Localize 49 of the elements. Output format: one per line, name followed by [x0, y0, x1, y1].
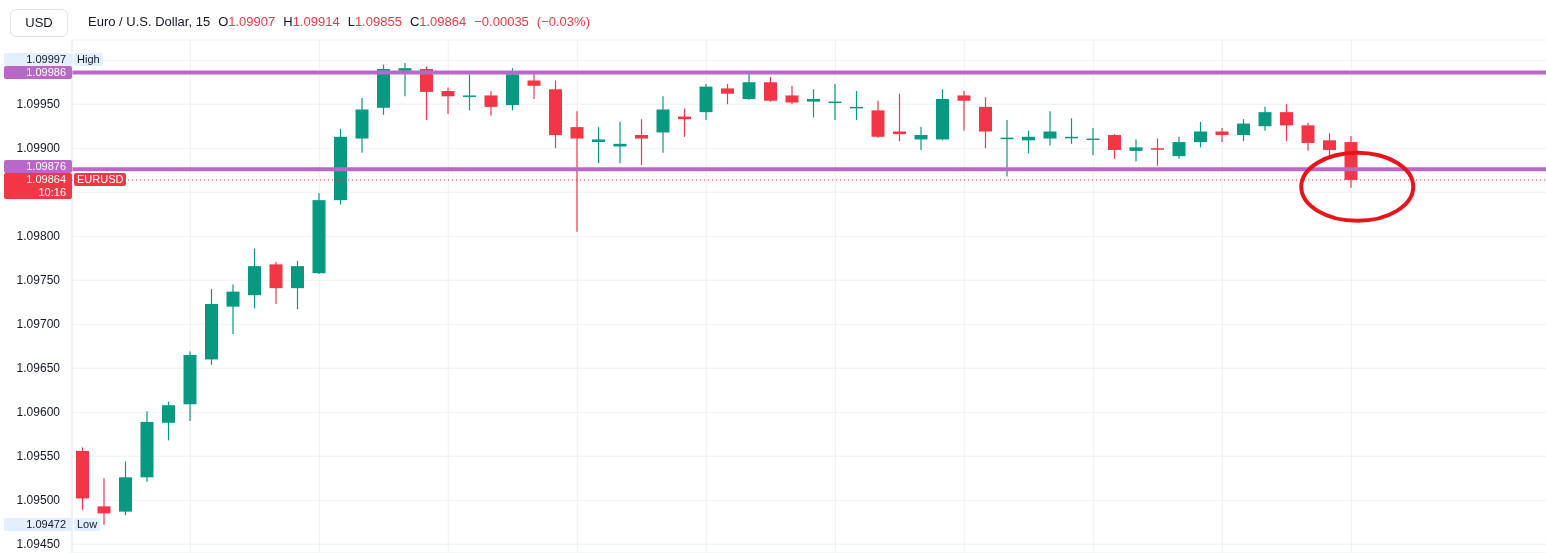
candlestick — [484, 90, 498, 117]
candlestick — [1108, 133, 1121, 160]
y-tick-label: 1.09600 — [16, 405, 61, 420]
candlestick — [269, 261, 283, 305]
ref-line-label: 1.09986 — [26, 66, 66, 79]
candlestick — [807, 88, 820, 119]
ref-line-label: 1.09876 — [26, 160, 66, 173]
candlestick — [957, 90, 971, 132]
candlestick — [635, 118, 648, 166]
candlestick — [785, 85, 799, 105]
candlestick — [1301, 122, 1315, 152]
candlestick — [463, 73, 476, 111]
candlestick — [742, 72, 756, 101]
candlestick — [721, 83, 734, 105]
text: O1.09907 H1.09914 L1.09855 C1.09864 −0.00035 (−0.03%) — [218, 14, 590, 29]
candlestick — [1194, 121, 1207, 148]
y-tick-label: 1.09750 — [16, 273, 61, 288]
chart-title: Euro / U.S. Dollar, 15 — [88, 14, 211, 29]
candlestick — [226, 284, 240, 335]
candlestick — [1151, 137, 1164, 167]
y-tick-label: 1.09650 — [16, 361, 61, 376]
y-tick-label: 1.09800 — [16, 229, 61, 244]
candlestick — [764, 76, 777, 103]
y-tick-label: 1.09900 — [16, 141, 61, 156]
y-tick-label: 1.09450 — [16, 537, 61, 552]
candlestick — [656, 95, 670, 154]
candlestick — [1280, 103, 1293, 142]
candlestick — [97, 477, 111, 526]
candlestick — [1237, 118, 1250, 142]
candlestick — [1172, 136, 1186, 160]
candlestick — [1043, 110, 1057, 147]
candlestick — [441, 86, 455, 115]
candlestick — [162, 401, 175, 441]
candlestick — [914, 126, 928, 151]
annotation: EURUSD — [77, 173, 124, 186]
candlestick — [592, 126, 605, 164]
candlestick — [1129, 138, 1143, 163]
ref-line-label: 1.09864 10:16 — [26, 173, 66, 199]
y-tick-label: 1.09550 — [16, 449, 61, 464]
candlestick — [1258, 106, 1272, 132]
candlestick — [398, 62, 412, 97]
candlestick — [1323, 132, 1336, 157]
candlestick — [291, 260, 304, 310]
y-axis-title: USD — [25, 15, 53, 30]
y-tick-label: 1.09500 — [16, 493, 61, 508]
y-tick-label: 1.09950 — [16, 97, 61, 112]
y-tick-label: 1.09700 — [16, 317, 61, 332]
annotation: 1.09472 Low — [26, 518, 98, 531]
annotation: 1.09997 High — [26, 53, 100, 66]
